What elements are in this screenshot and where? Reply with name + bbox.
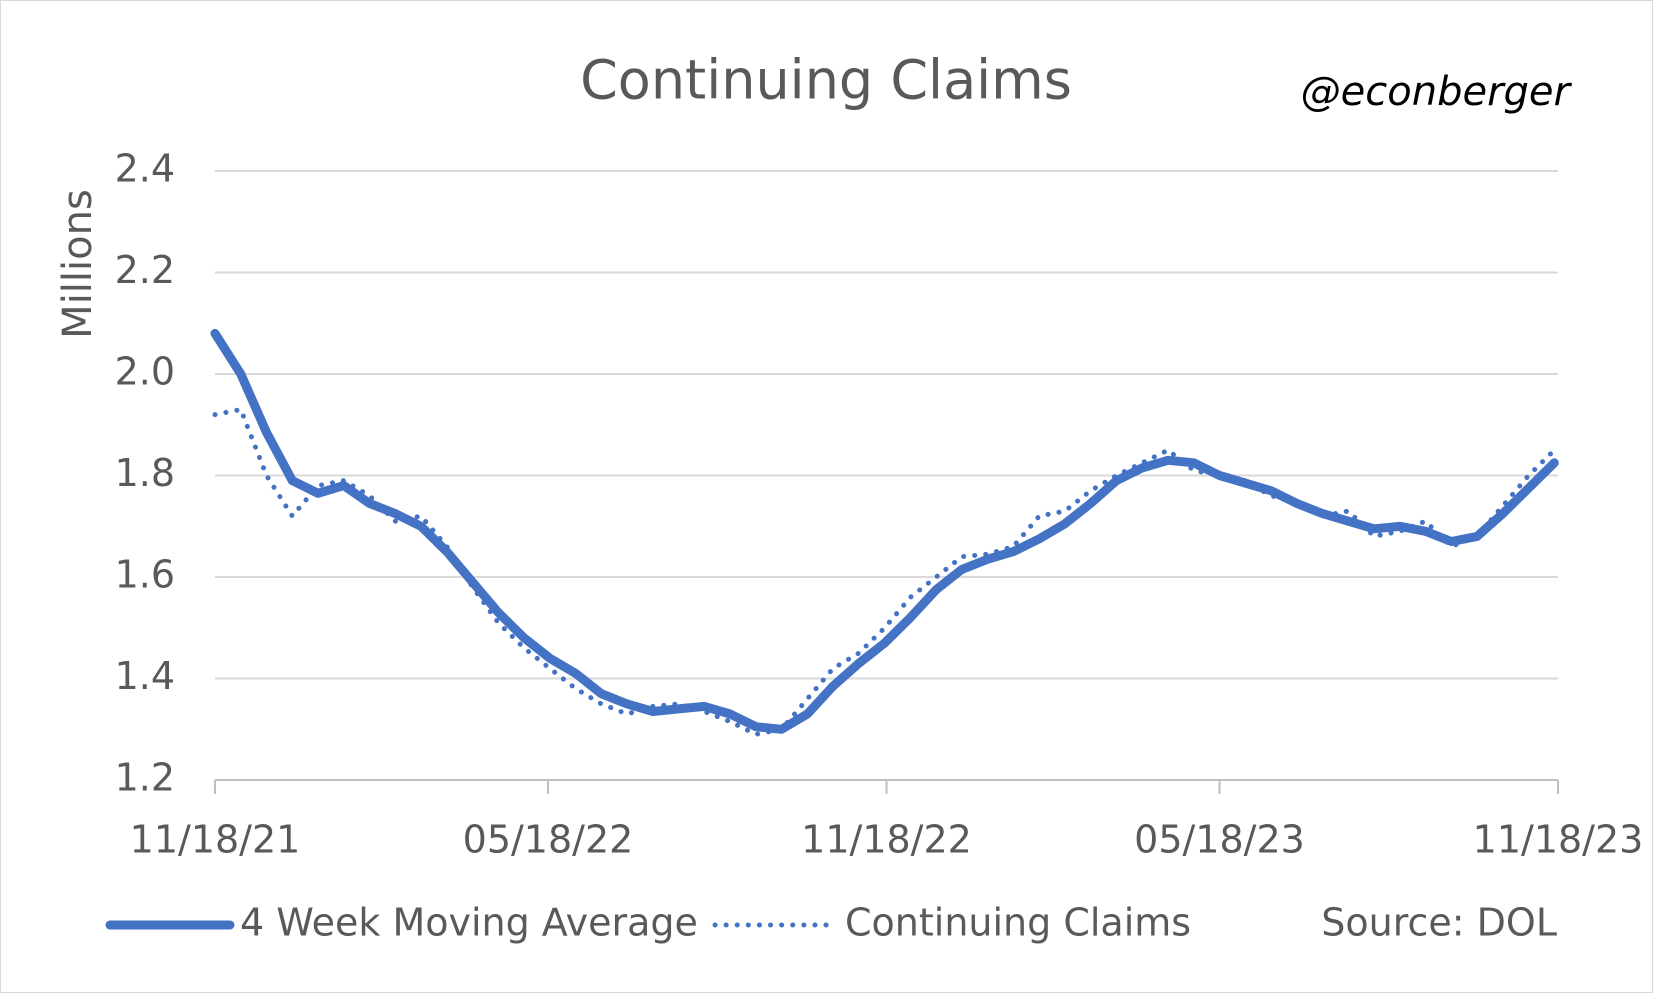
chart-title: Continuing Claims [580, 49, 1072, 112]
y-tick-label: 2.2 [115, 248, 175, 292]
y-tick-label: 2.4 [115, 147, 175, 191]
x-tick-label: 05/18/22 [463, 818, 634, 862]
y-axis-label: Millions [55, 189, 101, 339]
x-tick-label: 11/18/21 [130, 818, 301, 862]
source: Source: DOL [1321, 901, 1557, 945]
annotation: @econberger [1301, 69, 1573, 115]
legend-label: Continuing Claims [845, 901, 1191, 945]
y-tick-label: 1.2 [115, 756, 175, 800]
y-tick-label: 2.0 [115, 350, 175, 394]
series-line [210, 328, 1559, 734]
x-tick-label: 11/18/23 [1473, 818, 1644, 862]
x-tick-label: 05/18/23 [1134, 818, 1305, 862]
y-tick-label: 1.4 [115, 654, 175, 698]
y-tick-label: 1.6 [115, 553, 175, 597]
legend-label: 4 Week Moving Average [240, 901, 698, 945]
x-tick-label: 11/18/22 [801, 818, 972, 862]
y-tick-label: 1.8 [115, 451, 175, 495]
